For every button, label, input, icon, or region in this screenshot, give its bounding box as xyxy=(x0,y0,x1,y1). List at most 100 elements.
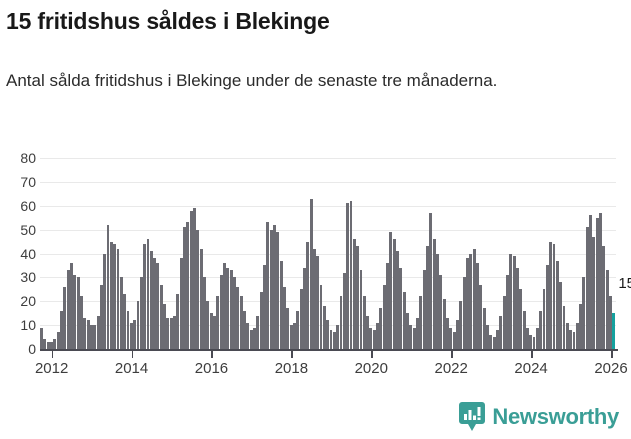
x-axis-line xyxy=(40,349,618,351)
bar xyxy=(306,241,310,349)
bar xyxy=(555,260,559,349)
value-annotation: 15 xyxy=(618,274,631,292)
bar xyxy=(259,291,263,349)
bar xyxy=(392,239,396,349)
gridline xyxy=(40,181,616,183)
bar xyxy=(475,263,479,349)
bar xyxy=(336,325,340,349)
bar xyxy=(389,232,393,349)
bar xyxy=(113,243,117,349)
bar xyxy=(66,270,70,349)
bar xyxy=(376,322,380,349)
bar xyxy=(99,284,103,349)
x-axis-labels: 2012 2014 2016 2018 2020 2022 2024 2026 xyxy=(35,360,628,384)
bar xyxy=(362,296,366,349)
bar xyxy=(579,303,583,349)
bar xyxy=(133,320,137,349)
bar xyxy=(316,255,320,349)
bar xyxy=(243,310,246,349)
bar xyxy=(419,296,423,349)
bar xyxy=(253,327,256,349)
bar xyxy=(349,200,353,349)
bar xyxy=(309,198,313,349)
bar xyxy=(59,310,63,349)
bar xyxy=(602,246,606,349)
bar xyxy=(43,339,47,349)
bar xyxy=(329,329,333,349)
bar xyxy=(312,248,316,349)
bar xyxy=(466,258,469,349)
bar xyxy=(452,332,456,349)
gridline xyxy=(40,205,616,207)
bar xyxy=(256,315,260,349)
bar xyxy=(482,308,486,349)
bar xyxy=(542,289,546,349)
bar xyxy=(485,325,489,349)
bar xyxy=(209,313,213,349)
newsworthy-logo[interactable]: Newsworthy xyxy=(459,402,619,432)
bar xyxy=(412,327,416,349)
bar xyxy=(589,215,593,349)
bar xyxy=(359,270,363,349)
y-axis-labels: 0 10 20 30 40 50 60 70 80 xyxy=(0,150,36,357)
x-axis-tick-label: 2014 xyxy=(114,360,149,377)
x-axis-tick xyxy=(51,351,54,358)
bar xyxy=(203,277,206,349)
x-axis-tick-label: 2020 xyxy=(354,360,388,377)
bar xyxy=(382,284,386,349)
bar xyxy=(179,258,183,349)
bar xyxy=(582,277,586,349)
bar xyxy=(266,222,270,349)
bar xyxy=(519,289,523,349)
bar xyxy=(609,296,613,349)
plot-area: 15 xyxy=(40,158,631,349)
bar xyxy=(525,327,529,349)
gridline xyxy=(40,229,616,231)
x-axis-tick-label: 2012 xyxy=(34,360,69,377)
bar xyxy=(229,270,233,349)
bar xyxy=(569,329,573,349)
bar xyxy=(149,251,153,349)
bar xyxy=(559,282,563,349)
bar xyxy=(116,248,120,349)
y-axis-tick-label: 10 xyxy=(20,317,36,334)
bar xyxy=(169,317,173,349)
y-axis-tick-label: 50 xyxy=(20,221,36,238)
bar-chart: 0 10 20 30 40 50 60 70 80 15 2012 2014 2016 2018 202… xyxy=(0,148,631,388)
bar xyxy=(372,329,376,349)
bar xyxy=(499,315,503,349)
gridline xyxy=(40,277,616,279)
bar-series xyxy=(40,158,616,349)
x-axis-tick xyxy=(611,351,613,358)
bar xyxy=(529,334,533,349)
bar xyxy=(379,308,383,349)
bar xyxy=(462,277,466,349)
bar xyxy=(432,239,436,349)
bar xyxy=(386,263,390,349)
bar xyxy=(456,320,459,349)
bar xyxy=(163,303,167,349)
bar xyxy=(156,263,160,349)
bar xyxy=(126,310,130,349)
bar xyxy=(49,341,53,349)
bar xyxy=(53,339,57,349)
bar xyxy=(286,308,290,349)
bar xyxy=(366,315,370,349)
bar xyxy=(76,277,80,349)
bar xyxy=(96,315,100,349)
bar xyxy=(139,277,143,349)
bar xyxy=(492,337,496,349)
bar xyxy=(502,296,506,349)
bar xyxy=(69,263,73,349)
bar xyxy=(56,332,60,349)
bar xyxy=(342,272,346,349)
bar xyxy=(272,224,276,349)
bar xyxy=(63,286,67,349)
page-title: 15 fritidshus såldes i Blekinge xyxy=(6,8,330,34)
bar xyxy=(269,229,273,349)
bar xyxy=(282,286,286,349)
gridline xyxy=(40,253,616,255)
bar xyxy=(352,239,356,349)
y-axis-tick-label: 20 xyxy=(20,293,36,310)
bar xyxy=(109,241,113,349)
